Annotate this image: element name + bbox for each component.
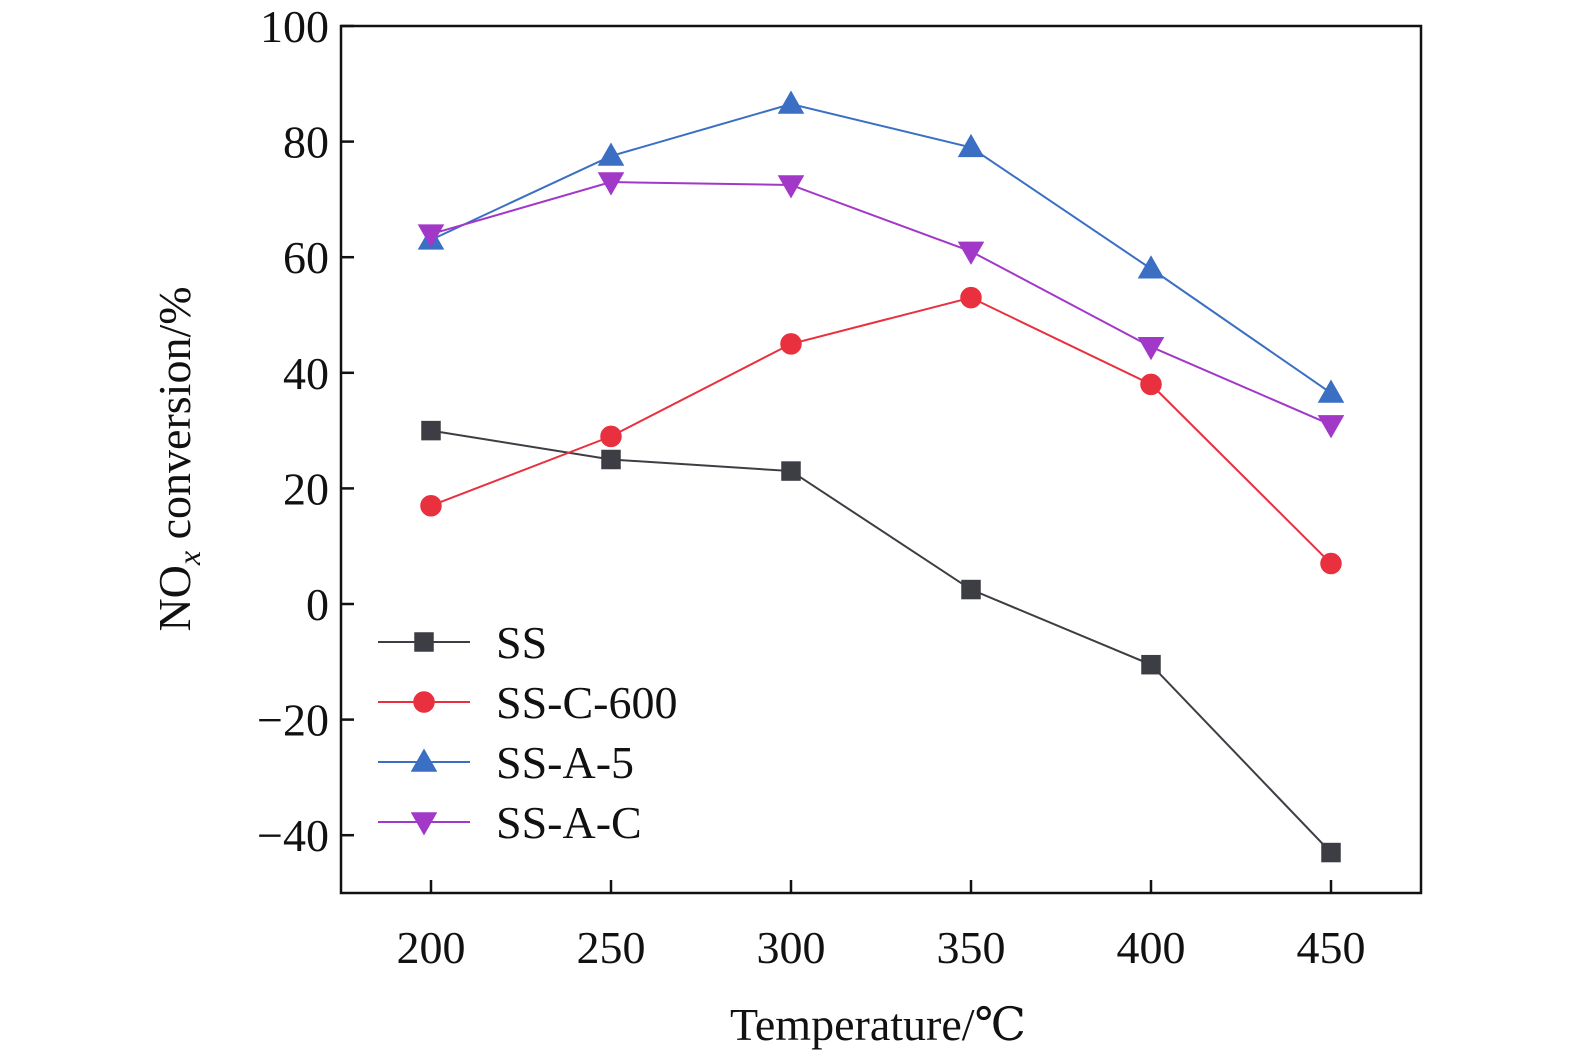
series-line-ss-a-c: [430, 181, 1332, 426]
legend-entry-ss-c-600: SS-C-600: [378, 677, 677, 728]
legend-entry-ss-a-c: SS-A-C: [378, 797, 642, 848]
data-point-ss: [1141, 654, 1161, 675]
y-axis-title-main: NO: [149, 565, 200, 631]
x-tick-label: 450: [1297, 922, 1366, 973]
x-tick-label: 250: [577, 922, 646, 973]
legend-marker: [413, 691, 435, 713]
series-ss: [421, 420, 1341, 863]
legend-marker: [410, 812, 438, 836]
data-point-ss: [421, 420, 441, 441]
data-point-ss-a-c: [957, 241, 985, 265]
data-point-ss-a-c: [777, 175, 805, 199]
y-axis-title-rest: conversion/%: [149, 286, 200, 550]
data-point-ss-a-c: [1137, 337, 1165, 361]
y-tick-label: 20: [283, 463, 329, 514]
y-tick-label: −20: [257, 695, 329, 746]
legend-label: SS: [496, 617, 547, 668]
series-line-ss-a-5: [430, 102, 1332, 394]
series-line-ss-c-600: [430, 296, 1332, 565]
data-point-ss: [961, 579, 981, 600]
y-tick-label: 0: [306, 579, 329, 630]
x-tick-label: 300: [757, 922, 826, 973]
data-point-ss-a-c: [597, 172, 625, 196]
data-point-ss: [601, 449, 621, 470]
data-point-ss: [781, 461, 801, 481]
data-point-ss-a-5: [957, 133, 985, 158]
data-point-ss-a-c: [1317, 415, 1345, 439]
data-point-ss-c-600: [780, 333, 802, 355]
data-point-ss: [1321, 842, 1341, 863]
data-point-ss-a-5: [1137, 255, 1165, 279]
y-tick-label: −40: [257, 810, 329, 861]
series-line-ss: [430, 429, 1332, 854]
y-tick-label: 40: [283, 348, 329, 399]
series-ss-a-c: [417, 172, 1345, 439]
data-point-ss-c-600: [420, 494, 442, 517]
legend-entry-ss-a-5: SS-A-5: [378, 737, 634, 788]
y-tick-label: 80: [283, 117, 329, 168]
legend-label: SS-C-600: [496, 677, 677, 728]
y-axis-ticks: −40 −20 0 20 40 60 80 100: [257, 1, 354, 861]
y-tick-label: 60: [283, 232, 329, 283]
plot-frame: [339, 24, 1423, 895]
data-point-ss-c-600: [960, 286, 982, 309]
data-point-ss-c-600: [1320, 552, 1342, 575]
legend-label: SS-A-5: [496, 737, 634, 788]
x-axis-title: Temperature/℃: [730, 999, 1026, 1050]
x-axis-ticks: 200 250 300 350 400 450: [397, 880, 1366, 973]
y-axis-title: NOx conversion/%: [149, 286, 207, 631]
x-tick-label: 200: [397, 922, 466, 973]
data-point-ss-a-5: [597, 142, 625, 166]
legend-marker: [414, 632, 434, 652]
legend-label: SS-A-C: [496, 797, 642, 848]
legend-marker: [410, 748, 438, 772]
data-point-ss-a-5: [1317, 379, 1345, 403]
y-tick-label: 100: [260, 1, 329, 52]
x-tick-label: 400: [1117, 922, 1186, 973]
series-ss-a-5: [417, 90, 1345, 403]
y-axis-title-subscript: x: [171, 551, 207, 566]
legend: SS SS-C-600 SS-A-5 SS-A-C: [378, 617, 677, 848]
data-point-ss-a-c: [417, 224, 445, 248]
data-point-ss-a-5: [777, 90, 805, 114]
x-tick-label: 350: [937, 922, 1006, 973]
legend-entry-ss: SS: [378, 617, 547, 668]
data-point-ss-c-600: [1140, 373, 1162, 396]
series-layer: [417, 90, 1345, 863]
data-point-ss-c-600: [600, 425, 622, 448]
series-ss-c-600: [420, 286, 1342, 575]
